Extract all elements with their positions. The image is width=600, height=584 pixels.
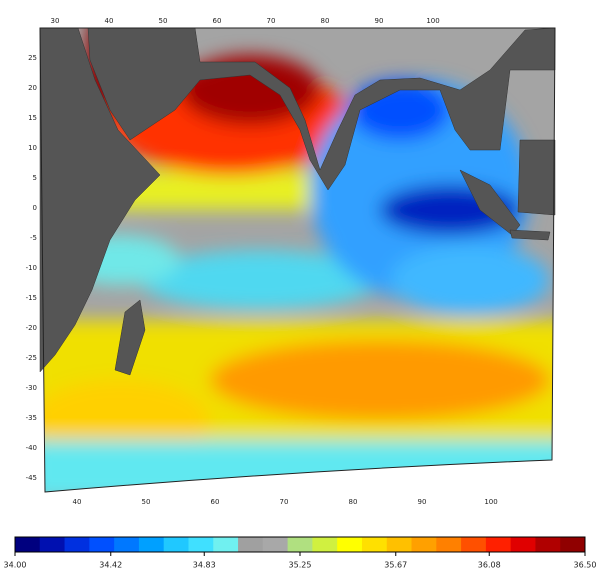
- lat-label: -15: [26, 294, 37, 302]
- colorbar-label: 34.83: [193, 561, 216, 570]
- lat-label: -40: [26, 444, 37, 452]
- lat-label: 5: [33, 174, 37, 182]
- colorbar-label: 35.67: [384, 561, 407, 570]
- colorbar-segment: [163, 537, 189, 552]
- bottom-lon-label: 40: [73, 498, 82, 506]
- bottom-lon-label: 60: [211, 498, 220, 506]
- colorbar-segment: [287, 537, 313, 552]
- top-lon-label: 70: [267, 17, 276, 25]
- colorbar-segment: [15, 537, 41, 552]
- colorbar-label: 36.50: [574, 561, 597, 570]
- colorbar-label: 34.42: [99, 561, 122, 570]
- colorbar-segment: [361, 537, 388, 552]
- top-lon-label: 40: [105, 17, 114, 25]
- colorbar-segment: [238, 537, 264, 552]
- top-lon-label: 90: [375, 17, 384, 25]
- bottom-lon-label: 90: [418, 498, 427, 506]
- map-frame: [39, 27, 556, 493]
- colorbar-segment: [535, 537, 561, 552]
- bottom-lon-label: 70: [280, 498, 289, 506]
- lat-label: -35: [26, 414, 37, 422]
- lat-label: 0: [33, 204, 37, 212]
- lat-label: -45: [26, 474, 37, 482]
- top-lon-label: 50: [159, 17, 168, 25]
- colorbar-segment: [39, 537, 66, 552]
- colorbar-segment: [213, 537, 239, 552]
- colorbar-segment: [411, 537, 437, 552]
- lat-label: 10: [28, 144, 37, 152]
- top-lon-label: 100: [426, 17, 439, 25]
- lat-label: -30: [26, 384, 37, 392]
- lat-label: -5: [30, 234, 37, 242]
- colorbar-segment: [114, 537, 140, 552]
- colorbar-segment: [89, 537, 115, 552]
- lat-label: 20: [28, 84, 37, 92]
- top-lon-label: 80: [321, 17, 330, 25]
- colorbar-segment: [337, 537, 363, 552]
- lat-label: -20: [26, 324, 37, 332]
- colorbar-segment: [436, 537, 462, 552]
- colorbar-segment: [138, 537, 165, 552]
- colorbar-segment: [560, 537, 586, 552]
- lat-label: 25: [28, 54, 37, 62]
- top-lon-label: 60: [213, 17, 222, 25]
- colorbar-segment: [485, 537, 512, 552]
- colorbar-segment: [312, 537, 338, 552]
- colorbar-label: 34.00: [4, 561, 27, 570]
- lat-label: -10: [26, 264, 37, 272]
- colorbar: 34.00 34.42 34.83 35.25 35.67 36.08 36.50: [4, 536, 597, 570]
- bottom-lon-label: 50: [142, 498, 151, 506]
- bottom-lon-label: 100: [484, 498, 497, 506]
- colorbar-segment: [188, 537, 214, 552]
- lat-label: 15: [28, 114, 37, 122]
- bottom-lon-label: 80: [349, 498, 358, 506]
- land: [39, 27, 556, 376]
- colorbar-label: 36.08: [478, 561, 501, 570]
- colorbar-segment: [262, 537, 289, 552]
- lat-label: -25: [26, 354, 37, 362]
- colorbar-segment: [510, 537, 536, 552]
- colorbar-segment: [386, 537, 413, 552]
- colorbar-segment: [461, 537, 487, 552]
- colorbar-label: 35.25: [289, 561, 312, 570]
- colorbar-segment: [64, 537, 90, 552]
- top-lon-label: 30: [51, 17, 60, 25]
